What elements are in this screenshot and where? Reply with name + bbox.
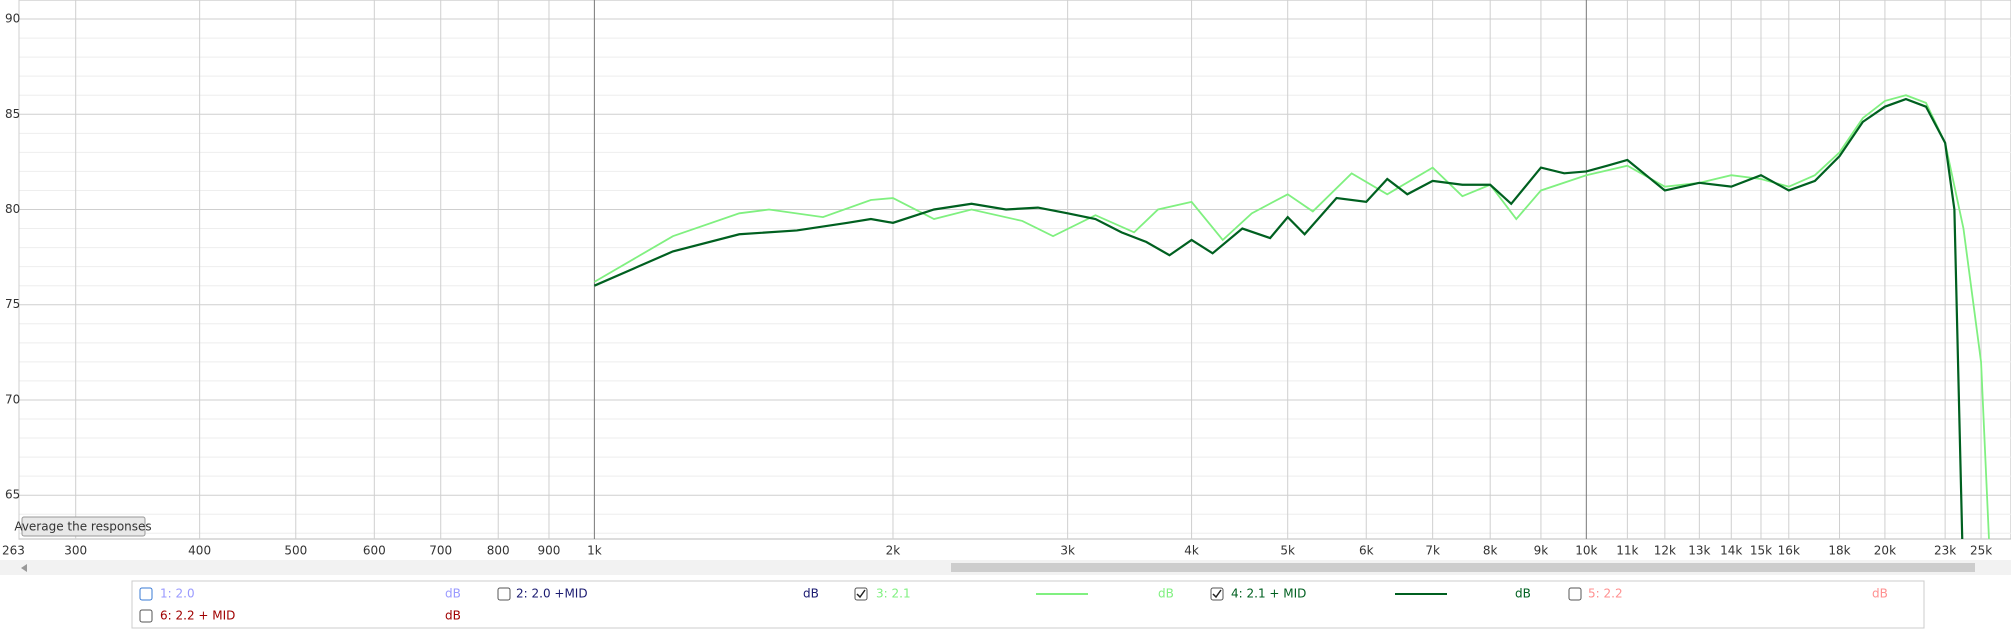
x-tick-label: 8k <box>1483 544 1498 558</box>
scroll-left[interactable] <box>21 564 27 572</box>
x-tick-label: 16k <box>1778 544 1800 558</box>
x-tick-label: 700 <box>429 544 452 558</box>
x-tick-label: 9k <box>1534 544 1549 558</box>
legend-unit: dB <box>1158 587 1174 601</box>
traces <box>593 94 1990 539</box>
x-tick-label: 5k <box>1280 544 1295 558</box>
y-tick-label: 75 <box>5 297 20 311</box>
x-tick-label: 1k <box>587 544 602 558</box>
x-tick-label: 500 <box>284 544 307 558</box>
x-tick-label: 800 <box>487 544 510 558</box>
x-tick-label: 400 <box>188 544 211 558</box>
grid <box>18 0 2011 539</box>
y-tick-label: 65 <box>5 488 20 502</box>
checkbox[interactable] <box>497 587 511 601</box>
x-tick-label: 300 <box>64 544 87 558</box>
x-tick-label: 20k <box>1874 544 1896 558</box>
y-tick-label: 85 <box>5 107 20 121</box>
x-tick-label: 6k <box>1359 544 1374 558</box>
button-label[interactable]: Average the responses <box>14 520 151 534</box>
legend-unit: dB <box>1872 587 1888 601</box>
checkbox[interactable] <box>1210 587 1224 601</box>
x-tick-label: 23k <box>1934 544 1956 558</box>
legend-label: 2: 2.0 +MID <box>516 587 588 601</box>
x-tick-label: 14k <box>1720 544 1742 558</box>
x-tick-label: 900 <box>538 544 561 558</box>
x-tick-label: 25k <box>1970 544 1992 558</box>
legend-unit: dB <box>803 587 819 601</box>
legend-unit: dB <box>445 609 461 623</box>
legend-panel <box>131 580 1925 629</box>
legend-unit: dB <box>445 587 461 601</box>
x-tick-label: 7k <box>1425 544 1440 558</box>
checkbox[interactable] <box>139 609 153 623</box>
legend-label: 4: 2.1 + MID <box>1231 587 1306 601</box>
checkbox[interactable] <box>1568 587 1582 601</box>
response-trace <box>593 97 1964 539</box>
legend-label: 1: 2.0 <box>160 587 195 601</box>
checkbox[interactable] <box>139 587 153 601</box>
x-tick-label: 10k <box>1575 544 1597 558</box>
plot-area <box>18 0 2011 540</box>
legend-unit: dB <box>1515 587 1531 601</box>
x-tick-label: 3k <box>1060 544 1075 558</box>
x-tick-label: 263 <box>2 544 25 558</box>
x-tick-label: 11k <box>1616 544 1638 558</box>
checkmark[interactable] <box>856 589 866 599</box>
y-tick-label: 80 <box>5 202 20 216</box>
scroll-thumb[interactable] <box>951 563 1975 572</box>
response-trace <box>593 94 1990 539</box>
legend-label: 5: 2.2 <box>1588 587 1623 601</box>
y-tick-label: 70 <box>5 392 20 406</box>
x-tick-label: 600 <box>363 544 386 558</box>
legend-label: 3: 2.1 <box>876 587 911 601</box>
y-tick-label: 90 <box>5 12 20 26</box>
axis-labels: 65 70 75 80 85 90 263 300 400 500 600 700 800 900 1k 2k… <box>2 12 1992 558</box>
x-tick-label: 4k <box>1184 544 1199 558</box>
checkmark[interactable] <box>1212 589 1222 599</box>
legend-label: 6: 2.2 + MID <box>160 609 235 623</box>
x-tick-label: 18k <box>1828 544 1850 558</box>
x-tick-label: 13k <box>1688 544 1710 558</box>
legend: 1: 2.0 dB 2: 2.0 +MID dB 3: 2.1 dB 4: 2.1 + MI… <box>139 587 1888 623</box>
checkbox[interactable] <box>854 587 868 601</box>
x-tick-label: 15k <box>1750 544 1772 558</box>
x-tick-label: 12k <box>1654 544 1676 558</box>
x-tick-label: 2k <box>886 544 901 558</box>
average-button[interactable] <box>21 516 146 537</box>
